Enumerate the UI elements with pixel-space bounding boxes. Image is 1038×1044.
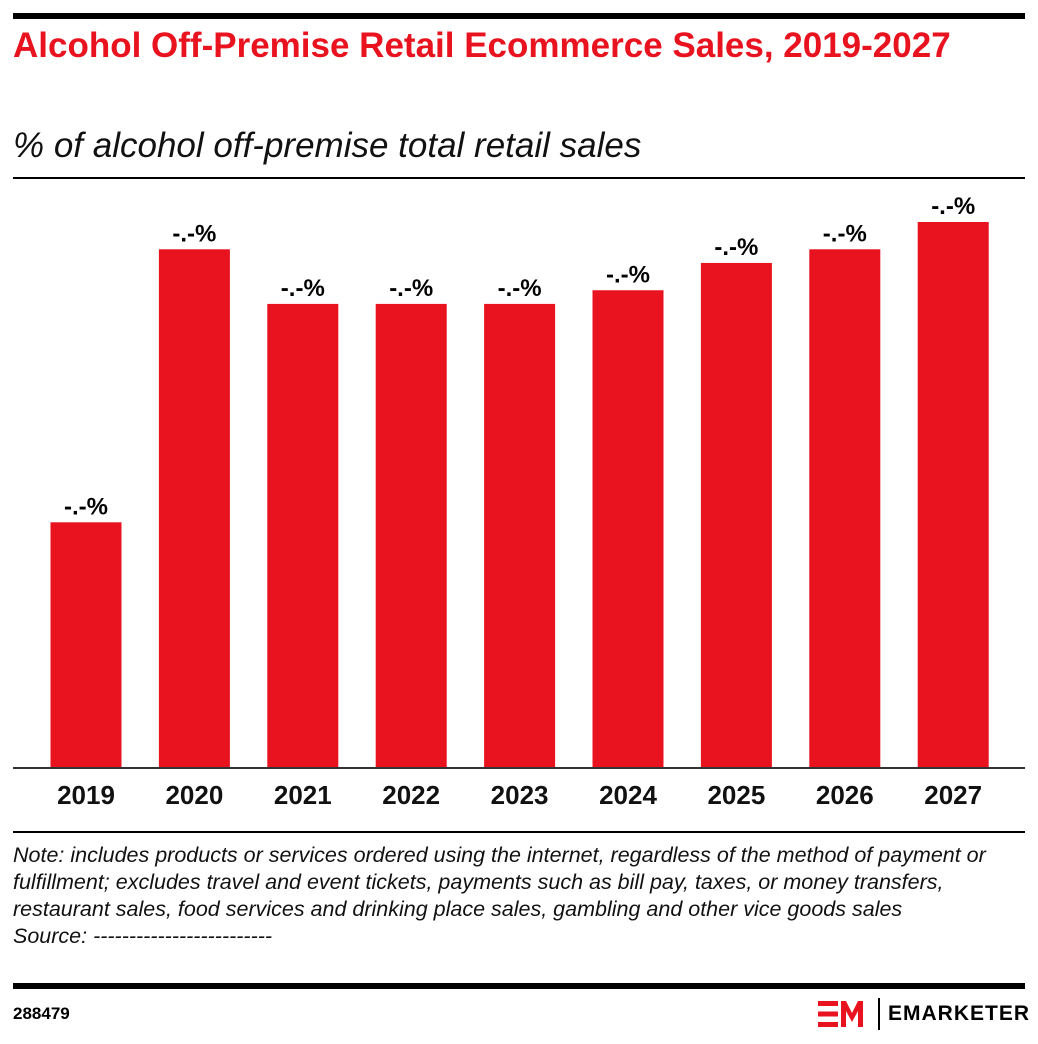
bottom-rule (13, 983, 1025, 989)
data-label-2024: -.-% (606, 261, 650, 288)
note-text: Note: includes products or services orde… (13, 843, 986, 921)
data-label-2023: -.-% (498, 275, 542, 302)
data-label-2019: -.-% (64, 493, 108, 520)
bar-2020 (158, 249, 230, 769)
data-label-2027: -.-% (931, 193, 975, 220)
x-tick-label: 2023 (490, 780, 549, 810)
bar-2019 (50, 522, 122, 768)
bar-2025 (700, 262, 772, 768)
x-axis-baseline (13, 767, 1025, 769)
divider (13, 177, 1025, 179)
emarketer-logo: EMARKETER (818, 998, 1030, 1030)
x-tick-label: 2026 (815, 780, 874, 810)
data-label-2021: -.-% (281, 275, 325, 302)
data-label-2022: -.-% (389, 275, 433, 302)
bar-2027 (917, 222, 989, 768)
bar-plot: -.-% -.-% -.-% -.-% -.-% -.-% -.-% -.-% -.-% (50, 193, 989, 769)
x-tick-label: 2020 (165, 780, 224, 810)
bar-2024 (592, 290, 664, 768)
bar-2023 (484, 303, 556, 768)
data-label-2025: -.-% (714, 234, 758, 261)
bar-2026 (809, 249, 881, 769)
chart-title: Alcohol Off-Premise Retail Ecommerce Sal… (13, 26, 951, 65)
top-rule (13, 13, 1025, 19)
x-tick-label: 2025 (707, 780, 766, 810)
chart-id: 288479 (13, 1004, 70, 1023)
bar-2021 (267, 303, 339, 768)
x-tick-label: 2022 (382, 780, 441, 810)
x-tick-label: 2027 (924, 780, 983, 810)
chart-subtitle: % of alcohol off-premise total retail sa… (13, 126, 642, 165)
x-tick-label: 2024 (599, 780, 657, 810)
footnote: Note: includes products or services orde… (13, 842, 1023, 950)
x-tick-label: 2019 (57, 780, 115, 810)
logo-divider (878, 998, 880, 1030)
data-label-2020: -.-% (172, 220, 216, 247)
bar-2022 (375, 303, 447, 768)
data-label-2026: -.-% (823, 220, 867, 247)
divider (13, 831, 1025, 833)
source-text: Source: ------------------------- (13, 924, 273, 948)
em-logo-icon (818, 1001, 863, 1027)
x-tick-label: 2021 (273, 780, 332, 810)
brand-name: EMARKETER (888, 1002, 1031, 1025)
